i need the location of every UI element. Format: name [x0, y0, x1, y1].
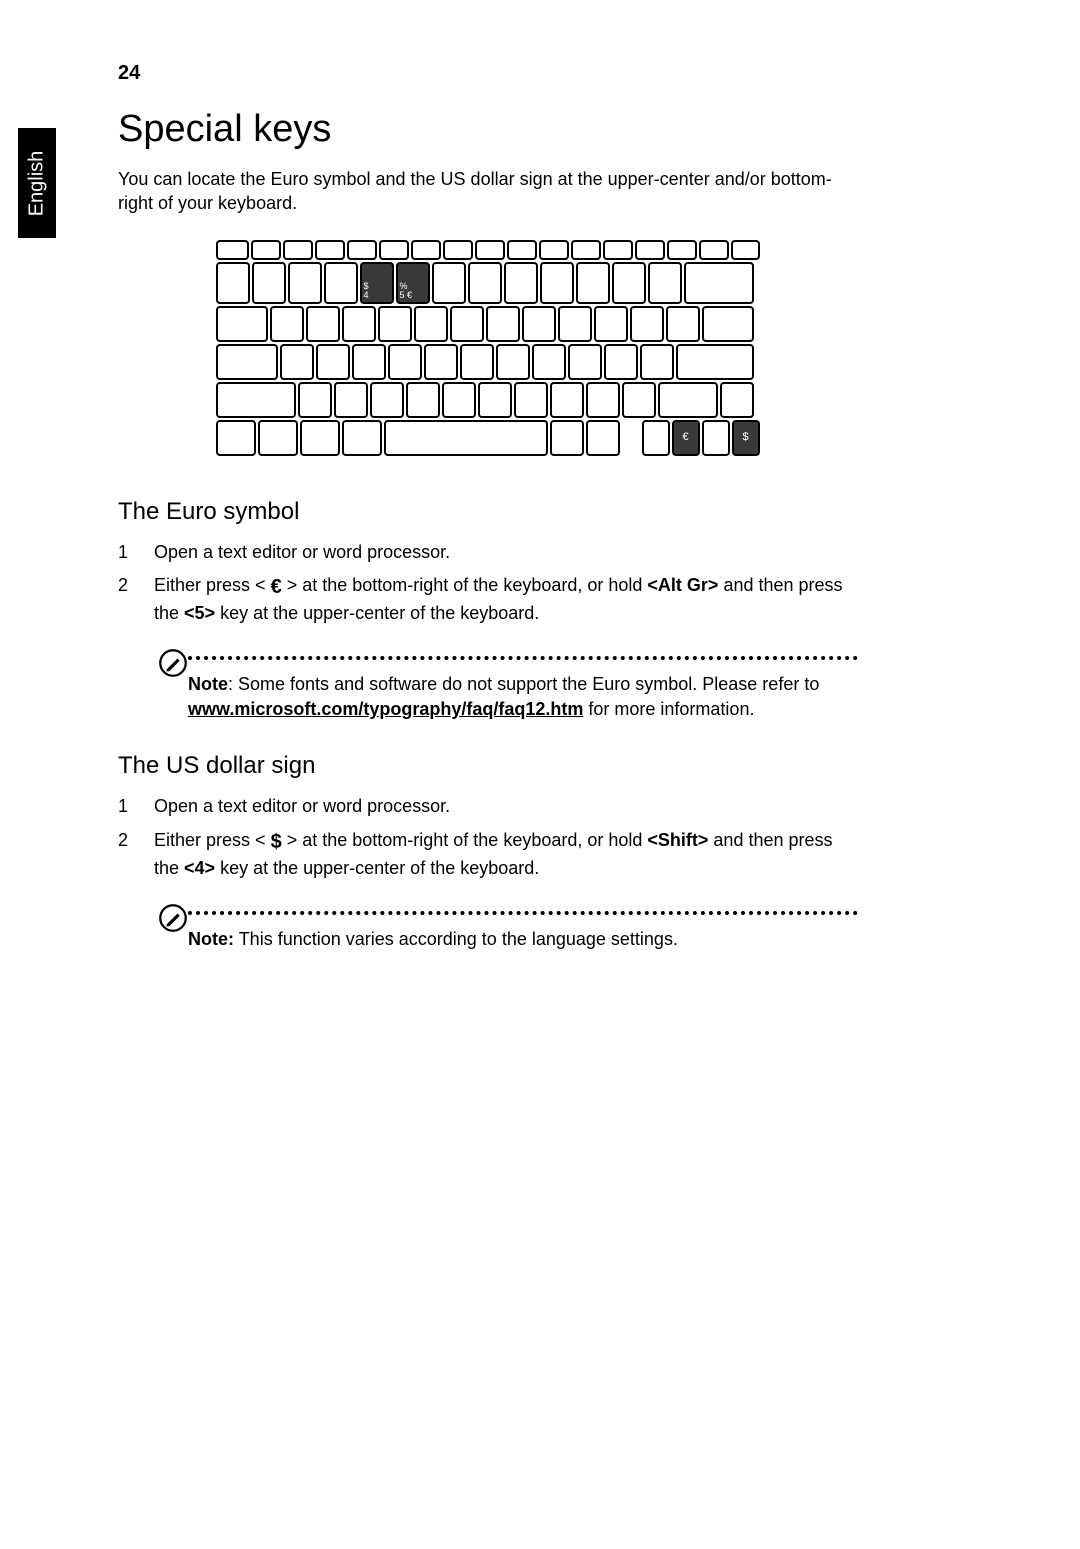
- step-number: 2: [118, 828, 154, 881]
- note-icon: [158, 899, 188, 937]
- list-item: 1 Open a text editor or word processor.: [118, 540, 858, 565]
- list-item: 1 Open a text editor or word processor.: [118, 794, 858, 819]
- highlighted-key-dollar: $: [732, 420, 760, 456]
- dollar-icon: $: [271, 828, 282, 856]
- step-number: 1: [118, 540, 154, 565]
- page-title: Special keys: [118, 108, 858, 151]
- list-item: 2 Either press < $ > at the bottom-right…: [118, 828, 858, 881]
- step-text: Either press < $ > at the bottom-right o…: [154, 828, 858, 881]
- keyboard-illustration: $4 %5 €: [216, 240, 761, 458]
- section-title-dollar: The US dollar sign: [118, 752, 858, 780]
- step-number: 1: [118, 794, 154, 819]
- section-title-euro: The Euro symbol: [118, 498, 858, 526]
- highlighted-key-5: %5 €: [396, 262, 430, 304]
- page-number: 24: [118, 62, 140, 85]
- keyboard-figure: $4 %5 €: [118, 240, 858, 458]
- highlighted-key-euro: €: [672, 420, 700, 456]
- intro-paragraph: You can locate the Euro symbol and the U…: [118, 167, 858, 216]
- step-text: Either press < € > at the bottom-right o…: [154, 573, 858, 626]
- step-text: Open a text editor or word processor.: [154, 794, 858, 819]
- note-block: Note: This function varies according to …: [118, 899, 858, 952]
- note-text: Note: This function varies according to …: [188, 927, 858, 952]
- note-block: Note: Some fonts and software do not sup…: [118, 644, 858, 722]
- step-number: 2: [118, 573, 154, 626]
- language-tab: English: [18, 128, 56, 238]
- euro-icon: €: [271, 573, 282, 601]
- page-content: Special keys You can locate the Euro sym…: [118, 108, 858, 982]
- language-tab-label: English: [26, 150, 49, 216]
- step-text: Open a text editor or word processor.: [154, 540, 858, 565]
- list-item: 2 Either press < € > at the bottom-right…: [118, 573, 858, 626]
- highlighted-key-4: $4: [360, 262, 394, 304]
- note-link[interactable]: www.microsoft.com/typography/faq/faq12.h…: [188, 699, 583, 719]
- note-icon: [158, 644, 188, 682]
- note-text: Note: Some fonts and software do not sup…: [188, 672, 858, 722]
